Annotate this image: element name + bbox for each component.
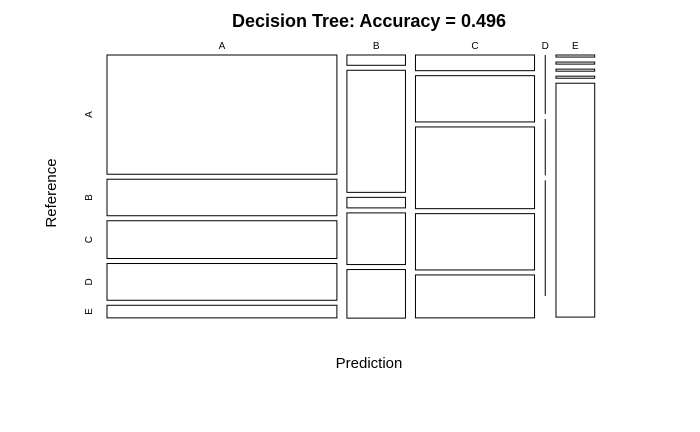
x-axis-title: Prediction: [336, 355, 403, 372]
y-tick-b: B: [84, 194, 95, 201]
cell-pred-b-ref-c: [346, 196, 406, 209]
cell-pred-b-ref-e: [346, 269, 406, 319]
y-tick-d: D: [84, 278, 95, 285]
cell-pred-a-ref-c: [106, 220, 338, 260]
cell-pred-b-ref-b: [346, 69, 406, 193]
x-tick-c: C: [471, 41, 478, 52]
x-tick-e: E: [572, 41, 579, 52]
y-tick-e: E: [84, 308, 95, 315]
cell-pred-e-ref-b: [555, 61, 596, 65]
mosaic-cells: [106, 54, 596, 319]
cell-pred-e-ref-c: [555, 68, 596, 72]
x-tick-a: A: [219, 41, 226, 52]
cell-pred-c-ref-a: [414, 54, 536, 72]
cell-pred-e-ref-a: [555, 54, 596, 58]
x-tick-b: B: [373, 41, 380, 52]
cell-pred-c-ref-e: [414, 274, 536, 319]
cell-pred-b-ref-a: [346, 54, 406, 66]
y-tick-c: C: [84, 236, 95, 243]
cell-pred-a-ref-b: [106, 178, 338, 217]
chart-title: Decision Tree: Accuracy = 0.496: [232, 11, 506, 31]
y-tick-labels: A B C D E: [84, 111, 95, 315]
cell-pred-a-ref-a: [106, 54, 338, 175]
cell-pred-b-ref-d: [346, 212, 406, 266]
cell-pred-c-ref-d: [414, 213, 536, 271]
x-tick-labels: A B C D E: [219, 41, 579, 52]
y-axis-title: Reference: [43, 158, 60, 227]
x-tick-d: D: [542, 41, 549, 52]
y-tick-a: A: [84, 111, 95, 118]
cell-pred-a-ref-d: [106, 263, 338, 301]
cell-pred-c-ref-c: [414, 126, 536, 210]
cell-pred-e-ref-e: [555, 82, 596, 318]
cell-pred-e-ref-d: [555, 75, 596, 79]
cell-pred-c-ref-b: [414, 75, 536, 123]
cell-pred-a-ref-e: [106, 304, 338, 319]
